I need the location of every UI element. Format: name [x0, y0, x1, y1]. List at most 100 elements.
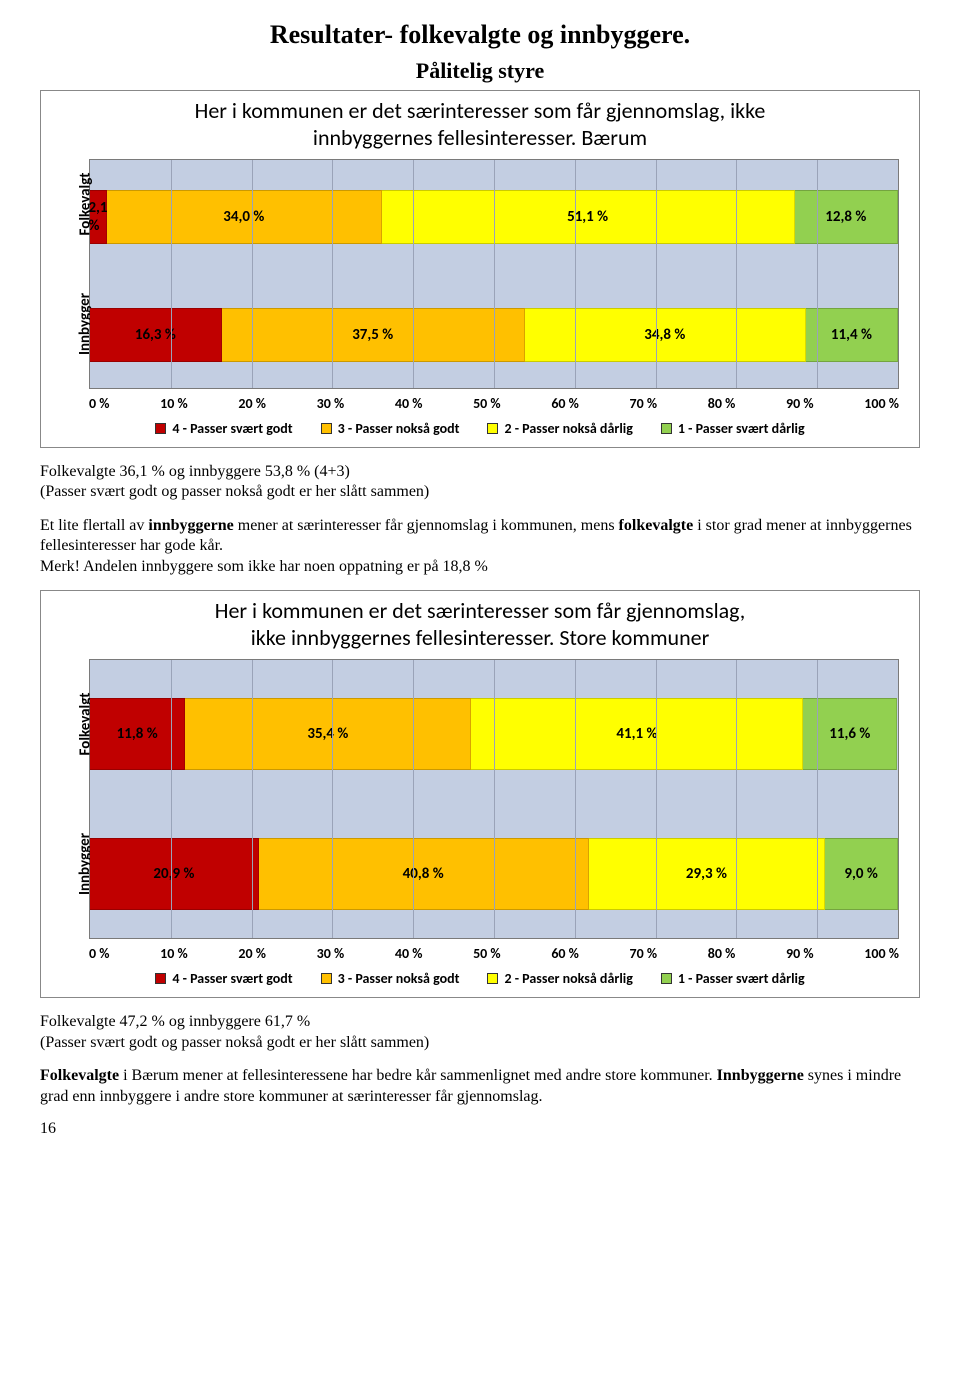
legend-swatch — [321, 423, 332, 434]
chart-1: Her i kommunen er det særinteresser som … — [40, 90, 920, 448]
text-block-2: Folkevalgte 47,2 % og innbyggere 61,7 % … — [40, 1012, 920, 1107]
legend-label: 4 - Passer svært godt — [172, 970, 292, 987]
text1-p1d: folkevalgte — [619, 517, 694, 534]
legend-label: 2 - Passer nokså dårlig — [504, 970, 632, 987]
text1-p1a: Et lite flertall av — [40, 517, 148, 534]
page-title: Resultater- folkevalgte og innbyggere. — [40, 20, 920, 50]
bar-segment: 51,1 % — [382, 190, 795, 244]
chart-2-title: Her i kommunen er det særinteresser som … — [41, 591, 919, 655]
gridline — [817, 660, 818, 938]
gridline — [817, 160, 818, 388]
gridline — [656, 660, 657, 938]
text1-line2: (Passer svært godt og passer nokså godt … — [40, 483, 429, 500]
gridline — [736, 160, 737, 388]
bar-segment: 40,8 % — [259, 838, 589, 910]
gridline — [413, 660, 414, 938]
gridline — [332, 660, 333, 938]
x-tick: 100 % — [864, 395, 899, 412]
x-tick: 60 % — [551, 395, 579, 412]
legend-item: 3 - Passer nokså godt — [321, 420, 460, 437]
chart-1-title-line1: Her i kommunen er det særinteresser som … — [195, 97, 766, 124]
x-tick: 30 % — [317, 395, 345, 412]
page-number: 16 — [40, 1120, 920, 1138]
legend-item: 2 - Passer nokså dårlig — [487, 970, 632, 987]
chart-1-title-line2: innbyggernes fellesinteresser. Bærum — [313, 124, 647, 151]
legend-item: 4 - Passer svært godt — [155, 420, 292, 437]
bar-segment: 2,1 % — [90, 190, 107, 244]
chart-1-title: Her i kommunen er det særinteresser som … — [41, 91, 919, 155]
legend-item: 3 - Passer nokså godt — [321, 970, 460, 987]
bar-segment: 34,8 % — [525, 308, 806, 362]
bar-segment: 29,3 % — [589, 838, 826, 910]
x-tick: 100 % — [864, 945, 899, 962]
x-tick: 0 % — [89, 395, 109, 412]
legend-label: 3 - Passer nokså godt — [338, 970, 460, 987]
text1-p2: Merk! Andelen innbyggere som ikke har no… — [40, 558, 488, 575]
legend-item: 4 - Passer svært godt — [155, 970, 292, 987]
gridline — [575, 660, 576, 938]
x-tick: 10 % — [160, 395, 188, 412]
text-block-1: Folkevalgte 36,1 % og innbyggere 53,8 % … — [40, 462, 920, 577]
x-tick: 70 % — [630, 945, 658, 962]
text2-line2: (Passer svært godt og passer nokså godt … — [40, 1034, 429, 1051]
x-tick: 80 % — [708, 395, 736, 412]
bar-segment: 37,5 % — [222, 308, 525, 362]
legend-swatch — [321, 973, 332, 984]
text2-p1b: i Bærum mener at fellesinteressene har b… — [119, 1067, 717, 1084]
legend-swatch — [487, 973, 498, 984]
legend-label: 2 - Passer nokså dårlig — [504, 420, 632, 437]
bar-segment: 12,8 % — [795, 190, 898, 244]
gridline — [332, 160, 333, 388]
chart-1-xaxis: 0 % 10 % 20 % 30 % 40 % 50 % 60 % 70 % 80 % 90 % 1… — [89, 395, 899, 412]
chart-1-plot: Folkevalgt 2,1 %34,0 %51,1 %12,8 % Innby… — [89, 159, 899, 389]
chart-2-plot: Folkevalgt 11,8 %35,4 %41,1 %11,6 % Innb… — [89, 659, 899, 939]
gridline — [575, 160, 576, 388]
x-tick: 70 % — [630, 395, 658, 412]
x-tick: 0 % — [89, 945, 109, 962]
x-tick: 50 % — [473, 945, 501, 962]
text1-p1b: innbyggerne — [148, 517, 233, 534]
x-tick: 40 % — [395, 395, 423, 412]
gridline — [252, 660, 253, 938]
x-tick: 80 % — [708, 945, 736, 962]
x-tick: 40 % — [395, 945, 423, 962]
chart-2-title-line2: ikke innbyggernes fellesinteresser. Stor… — [251, 624, 710, 651]
bar-segment: 20,9 % — [90, 838, 259, 910]
bar-segment: 9,0 % — [825, 838, 898, 910]
legend-swatch — [661, 973, 672, 984]
bar-segment: 11,4 % — [806, 308, 898, 362]
text2-line1: Folkevalgte 47,2 % og innbyggere 61,7 % — [40, 1013, 310, 1030]
gridline — [656, 160, 657, 388]
bar-segment: 35,4 % — [185, 698, 471, 770]
gridline — [252, 160, 253, 388]
x-tick: 50 % — [473, 395, 501, 412]
legend-label: 1 - Passer svært dårlig — [678, 420, 805, 437]
page-subtitle: Pålitelig styre — [40, 58, 920, 84]
text1-p1c: mener at særinteresser får gjennomslag i… — [234, 517, 619, 534]
legend-label: 3 - Passer nokså godt — [338, 420, 460, 437]
chart-2: Her i kommunen er det særinteresser som … — [40, 590, 920, 998]
gridline — [171, 660, 172, 938]
legend-item: 2 - Passer nokså dårlig — [487, 420, 632, 437]
legend-label: 1 - Passer svært dårlig — [678, 970, 805, 987]
gridline — [494, 660, 495, 938]
bar-segment: 34,0 % — [107, 190, 382, 244]
x-tick: 60 % — [551, 945, 579, 962]
x-tick: 20 % — [238, 395, 266, 412]
chart-1-legend: 4 - Passer svært godt 3 - Passer nokså go… — [41, 416, 919, 447]
legend-swatch — [487, 423, 498, 434]
x-tick: 90 % — [786, 395, 814, 412]
text1-line1: Folkevalgte 36,1 % og innbyggere 53,8 % … — [40, 463, 350, 480]
legend-label: 4 - Passer svært godt — [172, 420, 292, 437]
legend-swatch — [155, 423, 166, 434]
gridline — [171, 160, 172, 388]
chart-2-legend: 4 - Passer svært godt 3 - Passer nokså go… — [41, 966, 919, 997]
bar-segment: 16,3 % — [90, 308, 222, 362]
text2-p1c: Innbyggerne — [717, 1067, 804, 1084]
legend-item: 1 - Passer svært dårlig — [661, 420, 805, 437]
chart-2-title-line1: Her i kommunen er det særinteresser som … — [215, 597, 746, 624]
text2-p1a: Folkevalgte — [40, 1067, 119, 1084]
legend-swatch — [155, 973, 166, 984]
gridline — [494, 160, 495, 388]
x-tick: 10 % — [160, 945, 188, 962]
